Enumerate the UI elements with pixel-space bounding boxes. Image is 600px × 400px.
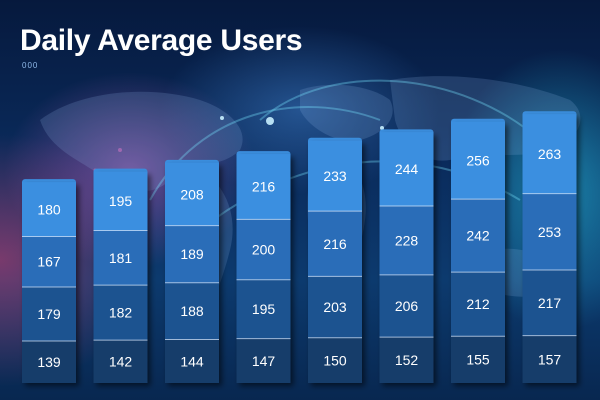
- bar-segment: [379, 274, 434, 338]
- bar-segment: [236, 219, 291, 280]
- data-label: 139: [37, 354, 61, 370]
- bar-segment: [451, 121, 505, 200]
- bar-segment: [236, 279, 291, 339]
- data-label: 203: [323, 299, 347, 315]
- bar-segment: [522, 193, 577, 271]
- bar-segment: [93, 171, 148, 231]
- data-label: 147: [252, 353, 276, 369]
- data-label: 180: [37, 201, 61, 217]
- data-label: 256: [466, 152, 490, 168]
- data-label: 155: [466, 352, 490, 368]
- bar-segment: [451, 199, 505, 273]
- data-label: 188: [180, 303, 204, 319]
- bar-segment: [236, 154, 291, 220]
- data-label: 216: [252, 179, 276, 195]
- bar-segment: [236, 338, 291, 383]
- data-label: 142: [109, 354, 133, 370]
- bar-segment: [165, 162, 219, 226]
- data-label: 189: [180, 246, 204, 262]
- bar-segment: [451, 272, 505, 337]
- data-label: 157: [538, 351, 562, 367]
- bar-segment: [308, 140, 362, 212]
- bar-stack: [451, 121, 505, 383]
- data-label: 179: [37, 306, 61, 322]
- data-label: 167: [37, 254, 61, 270]
- bar-segment: [522, 270, 577, 336]
- bar-segment: [165, 282, 219, 340]
- bar-segment: [93, 285, 148, 341]
- bar-segment: [379, 206, 434, 275]
- bar-segment: [22, 182, 76, 237]
- bar-segment: [522, 335, 577, 383]
- bar-stack: [165, 162, 219, 383]
- bar-segment: [451, 336, 505, 383]
- data-label: 182: [109, 305, 133, 321]
- bar-stack: [379, 132, 434, 383]
- bar-segment: [22, 341, 76, 383]
- data-label: 263: [538, 146, 562, 162]
- bar-segment: [379, 337, 434, 383]
- chart-subtitle: 000: [22, 61, 39, 70]
- bar-segment: [308, 337, 362, 383]
- data-label: 206: [395, 298, 419, 314]
- bar-segment: [165, 225, 219, 283]
- bar-stack: [308, 140, 362, 383]
- data-label: 253: [538, 224, 562, 240]
- bar-segment: [22, 286, 76, 342]
- bar-segment: [22, 236, 76, 287]
- bar-stack: [22, 182, 76, 383]
- data-label: 217: [538, 295, 562, 311]
- bar-stack: [522, 114, 577, 383]
- data-label: 233: [323, 168, 347, 184]
- data-label: 208: [180, 186, 204, 202]
- data-label: 150: [323, 352, 347, 368]
- data-label: 244: [395, 161, 419, 177]
- data-label: 242: [466, 228, 490, 244]
- bar-segment: [522, 114, 577, 194]
- data-label: 216: [323, 236, 347, 252]
- bar-segment: [308, 211, 362, 277]
- data-label: 200: [252, 242, 276, 258]
- data-label: 228: [395, 232, 419, 248]
- data-label: 212: [466, 296, 490, 312]
- bar-segment: [165, 339, 219, 383]
- data-label: 195: [109, 193, 133, 209]
- data-label: 181: [109, 250, 133, 266]
- bar-stack: [236, 154, 291, 383]
- bar-segment: [379, 132, 434, 207]
- bar-segment: [93, 230, 148, 286]
- bar-stack: [93, 171, 148, 383]
- bar-segment: [308, 276, 362, 338]
- bar-segment: [93, 340, 148, 383]
- data-label: 195: [252, 301, 276, 317]
- data-label: 144: [180, 353, 204, 369]
- data-label: 152: [395, 352, 419, 368]
- chart-title: Daily Average Users: [20, 24, 303, 57]
